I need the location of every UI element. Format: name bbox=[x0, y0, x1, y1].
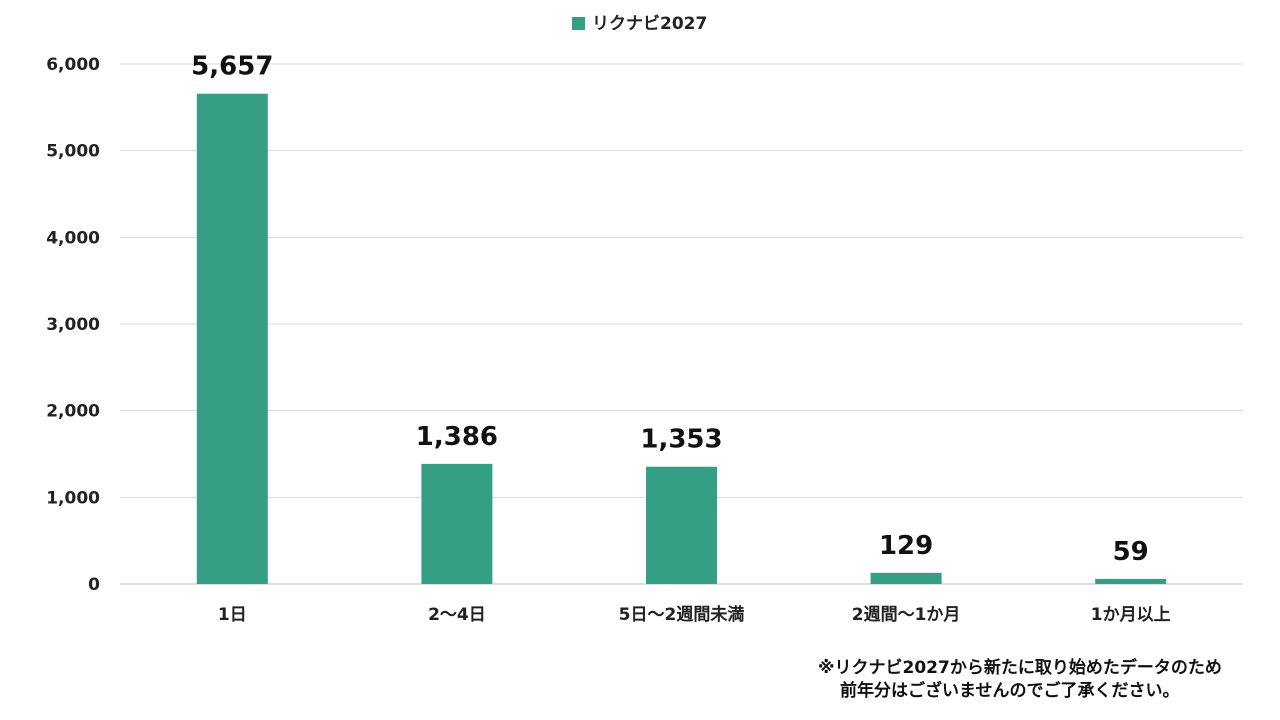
footnote-line-1: ※リクナビ2027から新たに取り始めたデータのため bbox=[818, 658, 1222, 678]
y-tick-label: 6,000 bbox=[46, 55, 100, 75]
x-tick-label: 1か月以上 bbox=[1091, 605, 1171, 625]
bar bbox=[421, 463, 493, 584]
data-label: 5,657 bbox=[191, 52, 273, 82]
x-tick-label: 2週間〜1か月 bbox=[852, 605, 961, 625]
y-tick-label: 4,000 bbox=[46, 228, 100, 248]
bar bbox=[1095, 578, 1167, 584]
x-tick-label: 5日〜2週間未満 bbox=[619, 604, 745, 625]
x-axis: 1日 2〜4日 5日〜2週間未満 2週間〜1か月 1か月以上 bbox=[218, 604, 1171, 625]
footnote: ※リクナビ2027から新たに取り始めたデータのため 前年分はございませんのでご了… bbox=[818, 657, 1278, 703]
bar bbox=[196, 93, 268, 584]
gridlines bbox=[120, 63, 1243, 585]
data-label: 1,386 bbox=[416, 422, 498, 452]
bar bbox=[646, 466, 717, 584]
y-tick-label: 0 bbox=[88, 575, 100, 595]
y-tick-label: 2,000 bbox=[46, 402, 100, 422]
bars bbox=[196, 93, 1167, 584]
x-tick-label: 2〜4日 bbox=[428, 605, 486, 625]
y-axis: 0 1,000 2,000 3,000 4,000 5,000 6,000 bbox=[46, 55, 100, 595]
footnote-line-2: 前年分はございませんのでご了承ください。 bbox=[840, 681, 1180, 701]
data-labels: 5,657 1,386 1,353 129 59 bbox=[191, 52, 1149, 567]
data-label: 129 bbox=[879, 531, 933, 561]
data-label: 1,353 bbox=[640, 425, 722, 455]
legend-label: リクナビ2027 bbox=[592, 14, 707, 34]
y-tick-label: 3,000 bbox=[46, 315, 100, 335]
y-tick-label: 1,000 bbox=[46, 488, 100, 508]
data-label: 59 bbox=[1113, 537, 1149, 567]
x-tick-label: 1日 bbox=[218, 605, 247, 625]
legend: リクナビ2027 bbox=[572, 14, 707, 34]
y-tick-label: 5,000 bbox=[46, 142, 100, 162]
legend-swatch bbox=[572, 17, 585, 30]
bar bbox=[870, 572, 942, 584]
